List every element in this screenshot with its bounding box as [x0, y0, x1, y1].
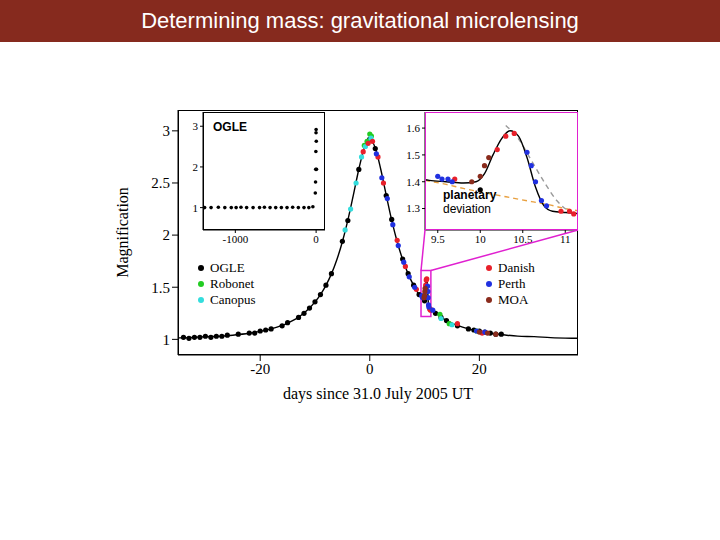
svg-text:1: 1 — [163, 332, 171, 348]
svg-text:2: 2 — [193, 161, 199, 173]
svg-text:days since 31.0 July 2005 UT: days since 31.0 July 2005 UT — [283, 385, 473, 403]
svg-text:-20: -20 — [250, 361, 270, 377]
svg-text:2: 2 — [163, 227, 171, 243]
svg-text:20: 20 — [472, 361, 487, 377]
svg-text:0: 0 — [313, 233, 319, 245]
svg-text:1: 1 — [193, 202, 199, 214]
html-text:Determining mass: gravitationa: Determining mass: gravitational microlen… — [141, 8, 579, 33]
svg-text:1.5: 1.5 — [406, 149, 420, 161]
html-text:Canopus: Canopus — [210, 292, 256, 307]
html-text:planetary: planetary — [443, 188, 497, 202]
html-text:OGLE: OGLE — [213, 120, 247, 134]
svg-text:2.5: 2.5 — [151, 175, 170, 191]
html-text:Danish: Danish — [498, 260, 535, 275]
html-text:Robonet: Robonet — [210, 276, 255, 291]
svg-text:11: 11 — [560, 233, 571, 245]
svg-text:10: 10 — [475, 233, 487, 245]
svg-text:1.5: 1.5 — [151, 280, 170, 296]
svg-text:3: 3 — [193, 120, 199, 132]
svg-text:-1000: -1000 — [222, 233, 248, 245]
svg-text:10.5: 10.5 — [513, 233, 533, 245]
html-text:deviation: deviation — [443, 202, 491, 216]
svg-text:1.6: 1.6 — [406, 122, 420, 134]
svg-text:0: 0 — [366, 361, 374, 377]
html-text:OGLE: OGLE — [210, 260, 245, 275]
html-text:MOA: MOA — [498, 292, 529, 307]
svg-text:9.5: 9.5 — [431, 233, 445, 245]
svg-text:1.3: 1.3 — [406, 202, 420, 214]
svg-text:1.4: 1.4 — [406, 176, 420, 188]
html-text:Perth: Perth — [498, 276, 526, 291]
svg-text:3: 3 — [163, 123, 171, 139]
svg-text:Magnification: Magnification — [114, 187, 132, 278]
